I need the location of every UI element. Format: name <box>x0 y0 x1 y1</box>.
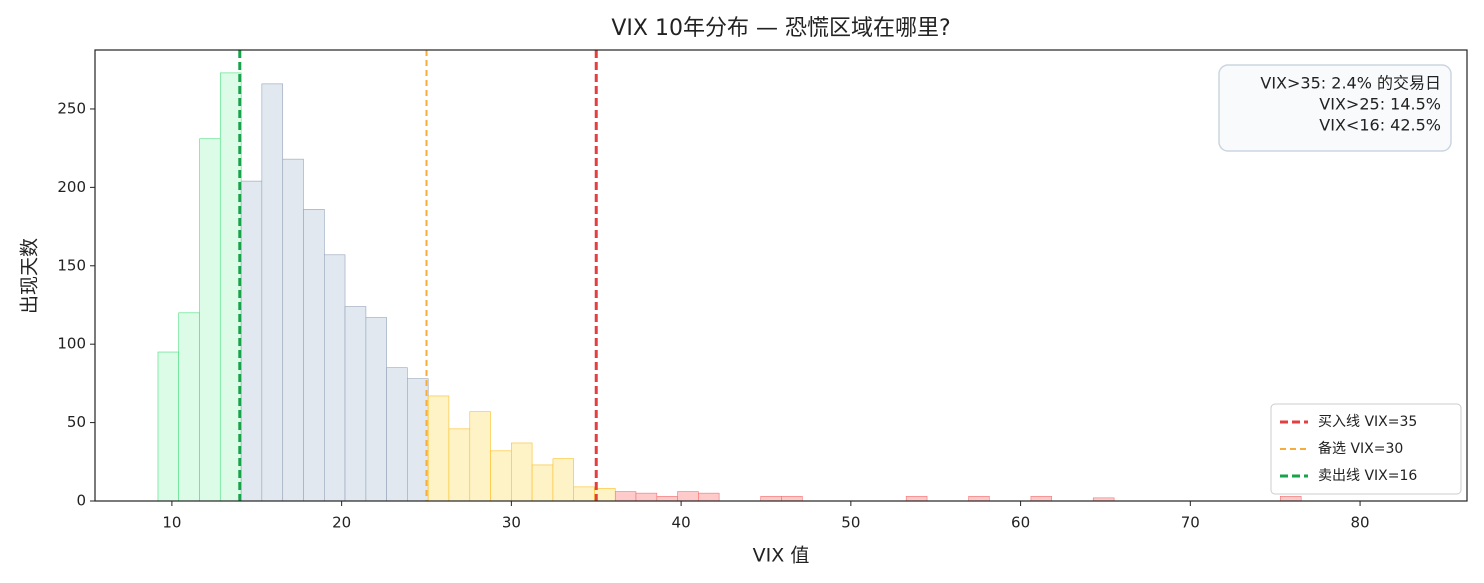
x-axis-label: VIX 值 <box>753 545 810 567</box>
x-tick-label: 30 <box>502 514 521 532</box>
plot-frame <box>94 49 1468 502</box>
bar <box>324 254 346 502</box>
bar <box>157 351 179 502</box>
bar <box>552 458 574 502</box>
y-tick-label: 50 <box>67 413 86 431</box>
bar <box>760 495 782 502</box>
bar <box>365 317 387 502</box>
bar <box>427 395 450 502</box>
bar <box>1030 495 1052 502</box>
x-tick-label: 10 <box>162 514 181 532</box>
bar <box>261 83 284 502</box>
x-tick-label: 60 <box>1011 514 1030 532</box>
bar <box>677 491 699 502</box>
bar <box>511 442 533 502</box>
bar <box>1279 495 1302 502</box>
legend-label: 备选 VIX=30 <box>1318 440 1403 457</box>
bar <box>635 492 658 502</box>
y-tick-label: 200 <box>57 178 86 196</box>
bar <box>386 367 408 502</box>
bar <box>219 72 242 502</box>
annotation-text: VIX>25: 14.5% <box>1319 95 1441 114</box>
bar <box>905 495 928 502</box>
bar <box>448 428 471 502</box>
bar <box>781 495 803 502</box>
bar <box>199 138 221 502</box>
x-tick-label: 50 <box>841 514 860 532</box>
annotation-text: VIX>35: 2.4% 的交易日 <box>1260 74 1441 93</box>
bar <box>344 306 367 502</box>
bar <box>469 411 491 502</box>
chart-title: VIX 10年分布 — 恐慌区域在哪里? <box>611 16 950 41</box>
legend-label: 卖出线 VIX=16 <box>1318 468 1417 484</box>
annotation-text: VIX<16: 42.5% <box>1319 116 1441 135</box>
bar <box>968 495 990 502</box>
y-axis-label: 出现天数 <box>19 238 41 314</box>
bar <box>531 464 554 502</box>
bar <box>178 312 200 502</box>
bar <box>303 209 325 502</box>
legend-label: 买入线 VIX=35 <box>1318 414 1417 430</box>
y-tick-label: 250 <box>57 99 86 117</box>
y-tick-label: 0 <box>76 492 86 510</box>
bar <box>282 158 304 502</box>
y-tick-label: 100 <box>57 335 86 353</box>
x-tick-label: 80 <box>1351 514 1370 532</box>
x-tick-label: 20 <box>332 514 351 532</box>
y-tick-label: 150 <box>57 256 86 274</box>
x-tick-label: 70 <box>1181 514 1200 532</box>
bar <box>573 486 595 502</box>
bar <box>490 450 512 502</box>
bar <box>698 492 720 502</box>
bar <box>656 495 678 502</box>
bar <box>240 180 263 502</box>
bar <box>407 378 429 502</box>
x-tick-label: 40 <box>672 514 691 532</box>
bar <box>614 491 637 502</box>
legend-box <box>1270 403 1462 495</box>
annotation-box <box>1218 64 1452 152</box>
